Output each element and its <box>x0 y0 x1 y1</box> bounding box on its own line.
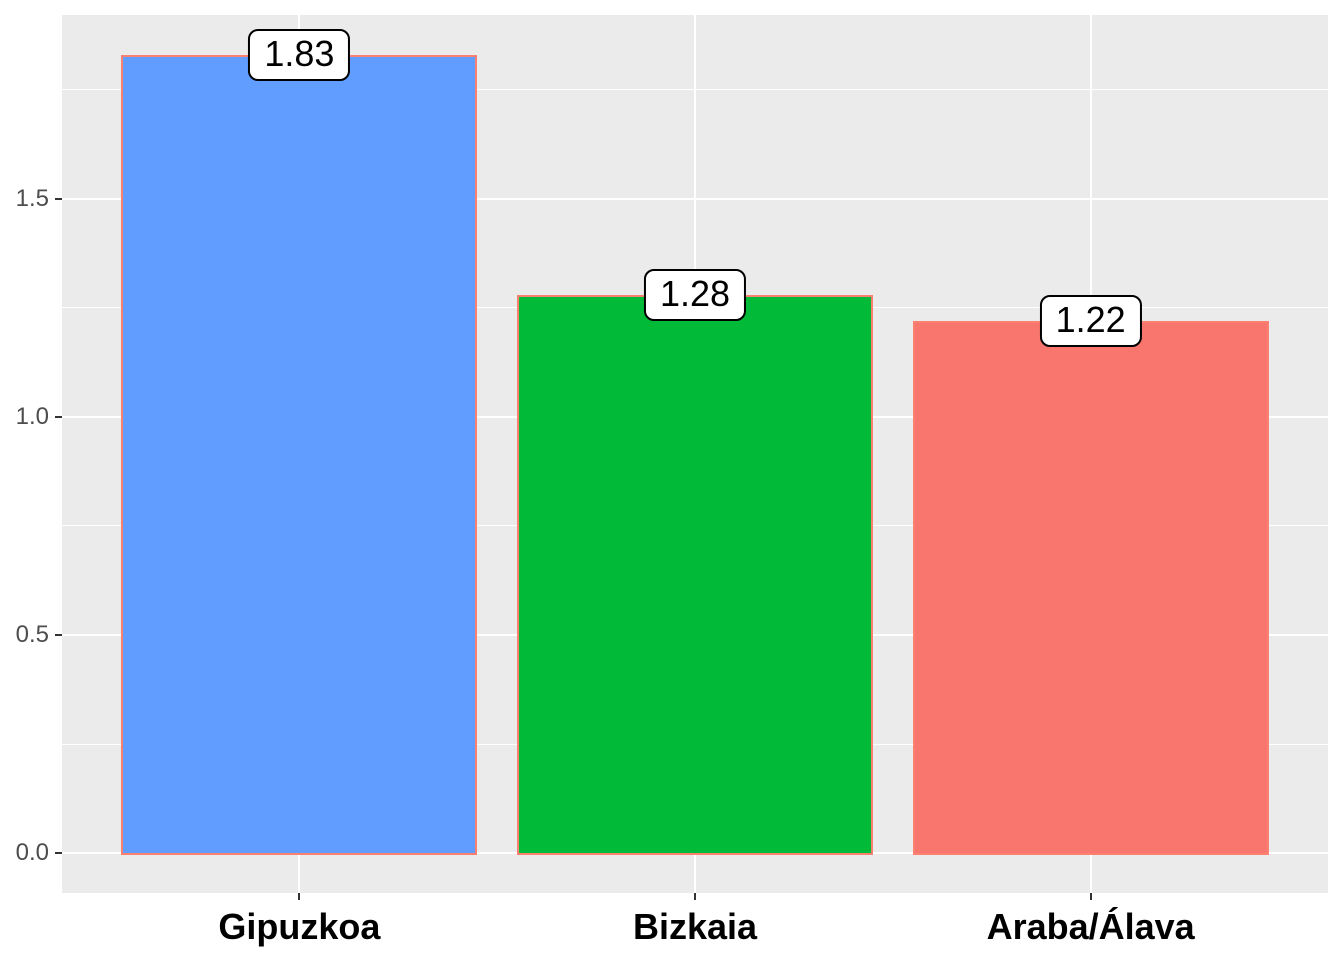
bar-gipuzkoa <box>121 54 478 856</box>
x-tick-mark <box>298 893 301 900</box>
bar-value-label: 1.28 <box>643 268 747 321</box>
x-category-label: Gipuzkoa <box>218 906 381 947</box>
y-tick-mark <box>55 634 62 636</box>
y-tick-label: 1.5 <box>15 184 49 212</box>
x-category-label: Bizkaia <box>632 906 758 947</box>
bar-value-label: 1.22 <box>1039 294 1142 347</box>
x-tick-mark <box>694 893 696 900</box>
y-tick-label: 0.5 <box>15 621 49 648</box>
x-tick-mark <box>1089 893 1092 900</box>
y-tick-label: 0.0 <box>15 839 49 867</box>
y-tick-mark <box>55 197 62 200</box>
y-tick-mark <box>55 415 62 418</box>
x-category-label: Araba/Álava <box>986 906 1195 947</box>
bar-araba-lava <box>912 320 1269 856</box>
y-tick-label: 1.0 <box>15 402 49 430</box>
y-tick-mark <box>55 852 62 855</box>
plot-panel <box>62 15 1328 893</box>
bar-bizkaia <box>516 294 874 856</box>
bar-value-label: 1.83 <box>248 28 351 81</box>
